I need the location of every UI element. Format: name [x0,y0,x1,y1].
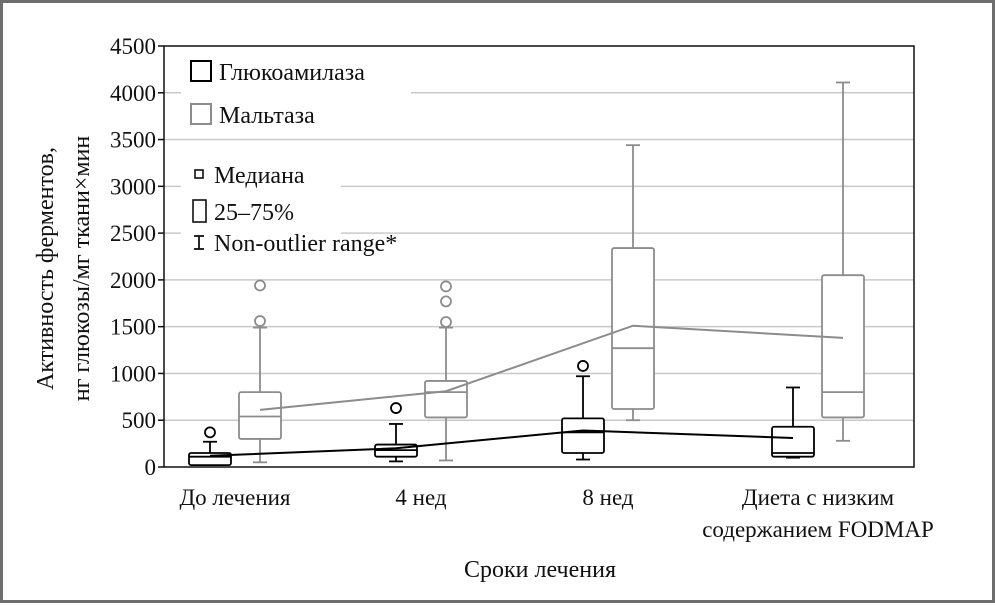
y-tick-label: 0 [145,455,157,480]
outlier-point [577,360,589,372]
box-glucoamylase [771,386,815,459]
outlier-point [440,316,452,328]
iqr-box [771,425,815,458]
box-maltase [238,279,282,464]
legend-swatch [190,103,212,125]
iqr-box [611,247,655,410]
y-tick-label: 4500 [110,34,156,59]
box-maltase [424,280,468,462]
y-tick-label: 2000 [110,268,156,293]
legend-series-label: Мальтаза [219,103,315,129]
legend-background [181,53,411,137]
legend-key-label: 25–75% [214,200,294,226]
outlier-point [254,315,266,327]
y-tick-label: 2500 [110,221,156,246]
iqr-box [561,417,605,454]
x-category-label: 8 нед [582,485,633,510]
plot-frame [163,45,915,468]
trend-line-glucoamylase [209,429,794,457]
trend-line-maltase [259,324,844,411]
outlier-point [254,279,266,292]
plot-area [163,45,915,468]
outlier-point [390,402,402,414]
iqr-box [821,274,865,419]
y-tick-label: 1000 [110,361,156,386]
box-plot-chart: 0 500 1000 1500 2000 2500 3000 3500 4000 4500 До … [33,34,934,583]
box-glucoamylase [374,402,418,463]
gridlines [164,53,914,421]
legend-key-label: Медиана [214,163,305,189]
y-tick-label: 3000 [110,174,156,199]
box-glucoamylase [188,426,232,467]
x-axis-title: Сроки лечения [464,557,616,583]
box-maltase [821,81,865,442]
outlier-point [440,295,452,308]
box-glucoamylase [561,360,605,461]
outlier-point [204,426,216,439]
legend-swatch [190,60,212,82]
y-tick-label: 500 [122,408,157,433]
y-tick-label: 3500 [110,128,156,153]
legend-key-background [181,155,341,265]
legend-median-symbol [194,169,204,179]
y-axis-title-line: Активность ферментов, [33,147,59,390]
iqr-box [238,391,282,440]
x-category-label: 4 нед [395,485,446,510]
y-tick-labels: 0 500 1000 1500 2000 2500 3000 3500 4000 4500 [110,34,164,480]
legend-box-symbol [192,199,207,223]
legend-range-symbol [194,235,204,250]
iqr-box [424,380,468,419]
y-axis-title-line: нг глюкозы/мг ткани×мин [69,136,95,402]
outlier-point [440,280,452,293]
x-category-label: Диета с низким [742,485,895,510]
legend: Глюкоамилаза Мальтаза Медиана 25–75% Non-out… [190,60,397,257]
box-maltase [611,144,655,422]
y-axis-title: Активность ферментов, нг глюкозы/мг ткани… [33,136,95,402]
y-tick-label: 1500 [110,315,156,340]
x-category-label: содержанием FODMAP [702,517,934,542]
x-category-labels: До лечения 4 нед 8 нед Диета с низким содерж… [179,485,933,542]
x-category-label: До лечения [179,485,290,510]
legend-series-label: Глюкоамилаза [219,60,365,86]
legend-key-label: Non-outlier range* [214,231,397,257]
y-tick-label: 4000 [110,81,156,106]
